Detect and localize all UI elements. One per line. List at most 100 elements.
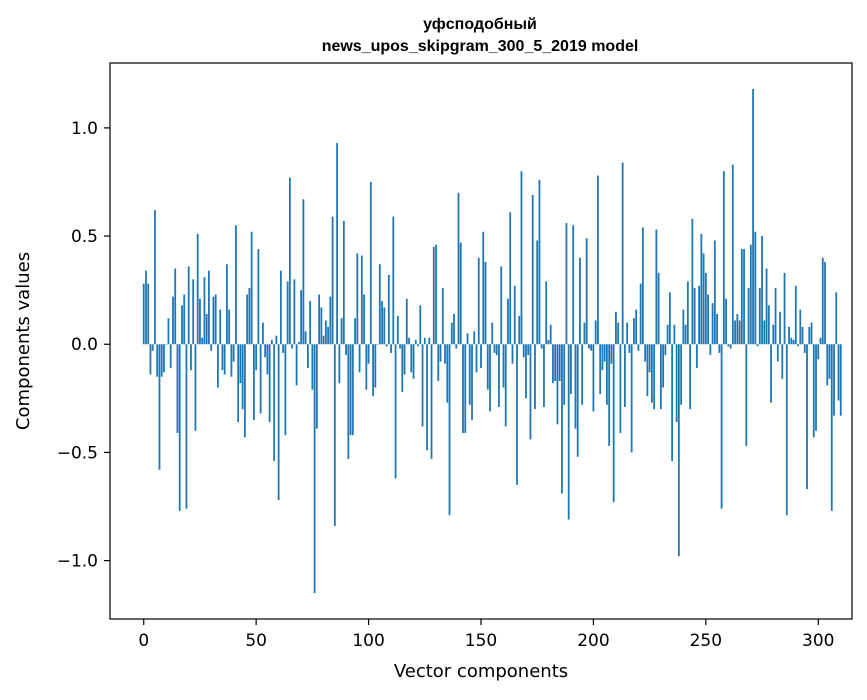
bar-component-67 [293,279,296,345]
bar-component-296 [808,326,811,345]
bar-component-131 [437,344,440,382]
bar-component-140 [457,192,460,345]
bar-component-3 [149,344,152,375]
bar-component-166 [516,344,518,485]
bar-component-45 [244,344,246,438]
bar-component-9 [163,344,165,373]
bar-component-260 [727,344,730,347]
bar-component-24 [196,233,199,345]
bar-component-223 [644,344,647,362]
bar-component-109 [387,275,390,345]
bar-component-31 [212,296,215,345]
bar-component-118 [408,337,410,345]
bar-component-18 [183,294,186,345]
bar-component-102 [372,344,374,397]
bar-component-281 [774,288,777,345]
bar-component-111 [392,216,395,345]
bar-component-250 [704,272,707,345]
y-tick-label: 0.5 [71,227,98,247]
bar-component-194 [579,257,581,345]
bar-component-2 [147,283,150,345]
bar-component-252 [709,344,712,356]
bar-component-20 [187,266,190,345]
bar-component-59 [275,335,278,345]
bar-component-115 [401,344,404,392]
bar-component-299 [815,344,817,431]
bar-component-27 [203,277,206,345]
bar-component-7 [158,344,161,470]
y-tick-label: −1.0 [57,552,98,572]
bar-component-192 [574,344,577,429]
bar-component-152 [484,262,487,345]
bar-component-80 [322,335,325,345]
bar-component-28 [205,313,208,345]
bar-component-122 [417,344,419,347]
bar-component-116 [403,344,406,375]
bar-component-306 [830,344,833,511]
bar-component-85 [333,344,336,526]
bar-component-304 [826,344,829,386]
bar-component-303 [824,262,826,345]
bar-component-239 [680,344,683,405]
bar-component-267 [743,249,745,345]
chart-title-line-2: news_upos_skipgram_300_5_2019 model [322,38,639,55]
bar-component-262 [731,164,734,345]
bar-component-155 [491,322,494,345]
bar-component-113 [396,316,399,345]
bar-component-237 [675,344,678,423]
bar-component-187 [563,344,566,405]
bar-component-232 [664,344,667,356]
bar-component-30 [210,344,213,351]
bar-component-181 [549,324,552,345]
bar-component-224 [646,344,649,397]
bar-component-302 [821,257,824,345]
bar-component-228 [655,229,658,345]
bar-component-207 [608,344,611,446]
bar-component-158 [498,344,500,407]
bar-component-55 [266,344,269,375]
bar-component-0 [142,283,145,345]
bar-component-143 [464,344,467,433]
bar-component-120 [412,344,415,379]
bar-component-58 [273,344,276,462]
bar-component-33 [217,344,219,388]
bar-component-198 [588,344,590,349]
bar-component-278 [767,305,770,345]
bar-component-277 [765,268,768,345]
bar-component-297 [810,322,813,345]
bar-component-107 [383,307,386,345]
bar-component-145 [468,344,471,405]
bar-component-1 [145,270,147,345]
bar-component-220 [637,344,640,351]
x-tick-label: 0 [138,631,149,651]
bar-component-130 [435,244,437,345]
bar-component-295 [806,344,808,490]
bar-component-127 [428,337,431,345]
bar-component-231 [662,344,665,388]
bar-component-38 [228,309,231,345]
bar-component-200 [592,344,595,412]
bar-component-94 [354,318,356,345]
bar-component-242 [686,281,689,345]
bar-component-255 [716,313,718,345]
bar-component-238 [677,344,680,557]
bar-component-93 [351,344,354,436]
y-axis-label: Components values [13,252,34,430]
bar-component-11 [167,318,170,345]
bar-component-241 [684,324,687,345]
bar-component-171 [527,344,530,356]
bar-component-271 [752,88,754,345]
bar-component-310 [839,344,842,416]
bar-component-34 [219,309,222,345]
bar-component-246 [695,344,698,369]
bar-component-141 [459,242,462,345]
bar-component-294 [803,344,806,353]
bar-component-199 [590,344,593,351]
bar-component-72 [304,331,307,345]
bar-component-29 [208,270,210,345]
bar-component-287 [788,326,790,345]
bar-component-293 [801,326,804,345]
bar-component-88 [340,318,343,345]
bar-component-275 [761,236,763,345]
bar-component-52 [259,344,262,414]
